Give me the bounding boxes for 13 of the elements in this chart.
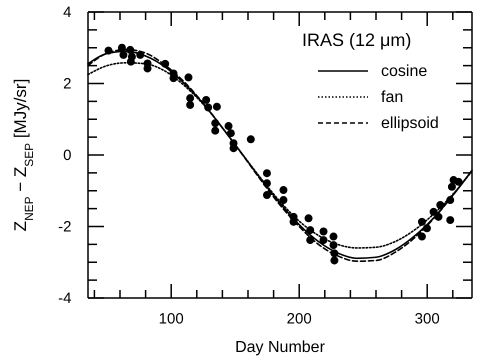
y-tick-label: 4: [63, 4, 72, 21]
y-tick-label: -4: [58, 290, 72, 307]
x-axis-title: Day Number: [235, 339, 326, 356]
legend-label: ellipsoid: [381, 115, 439, 132]
y-tick-label: -2: [58, 218, 72, 236]
x-tick-label: 100: [158, 310, 184, 328]
legend-title: IRAS (12 μm): [302, 30, 412, 50]
x-tick-label: 200: [286, 310, 312, 328]
y-tick-label: 0: [63, 146, 72, 164]
legend-label: fan: [381, 89, 404, 106]
x-tick-label: 300: [414, 310, 440, 328]
legend-label: cosine: [381, 63, 428, 80]
y-tick-label: 2: [63, 75, 72, 92]
